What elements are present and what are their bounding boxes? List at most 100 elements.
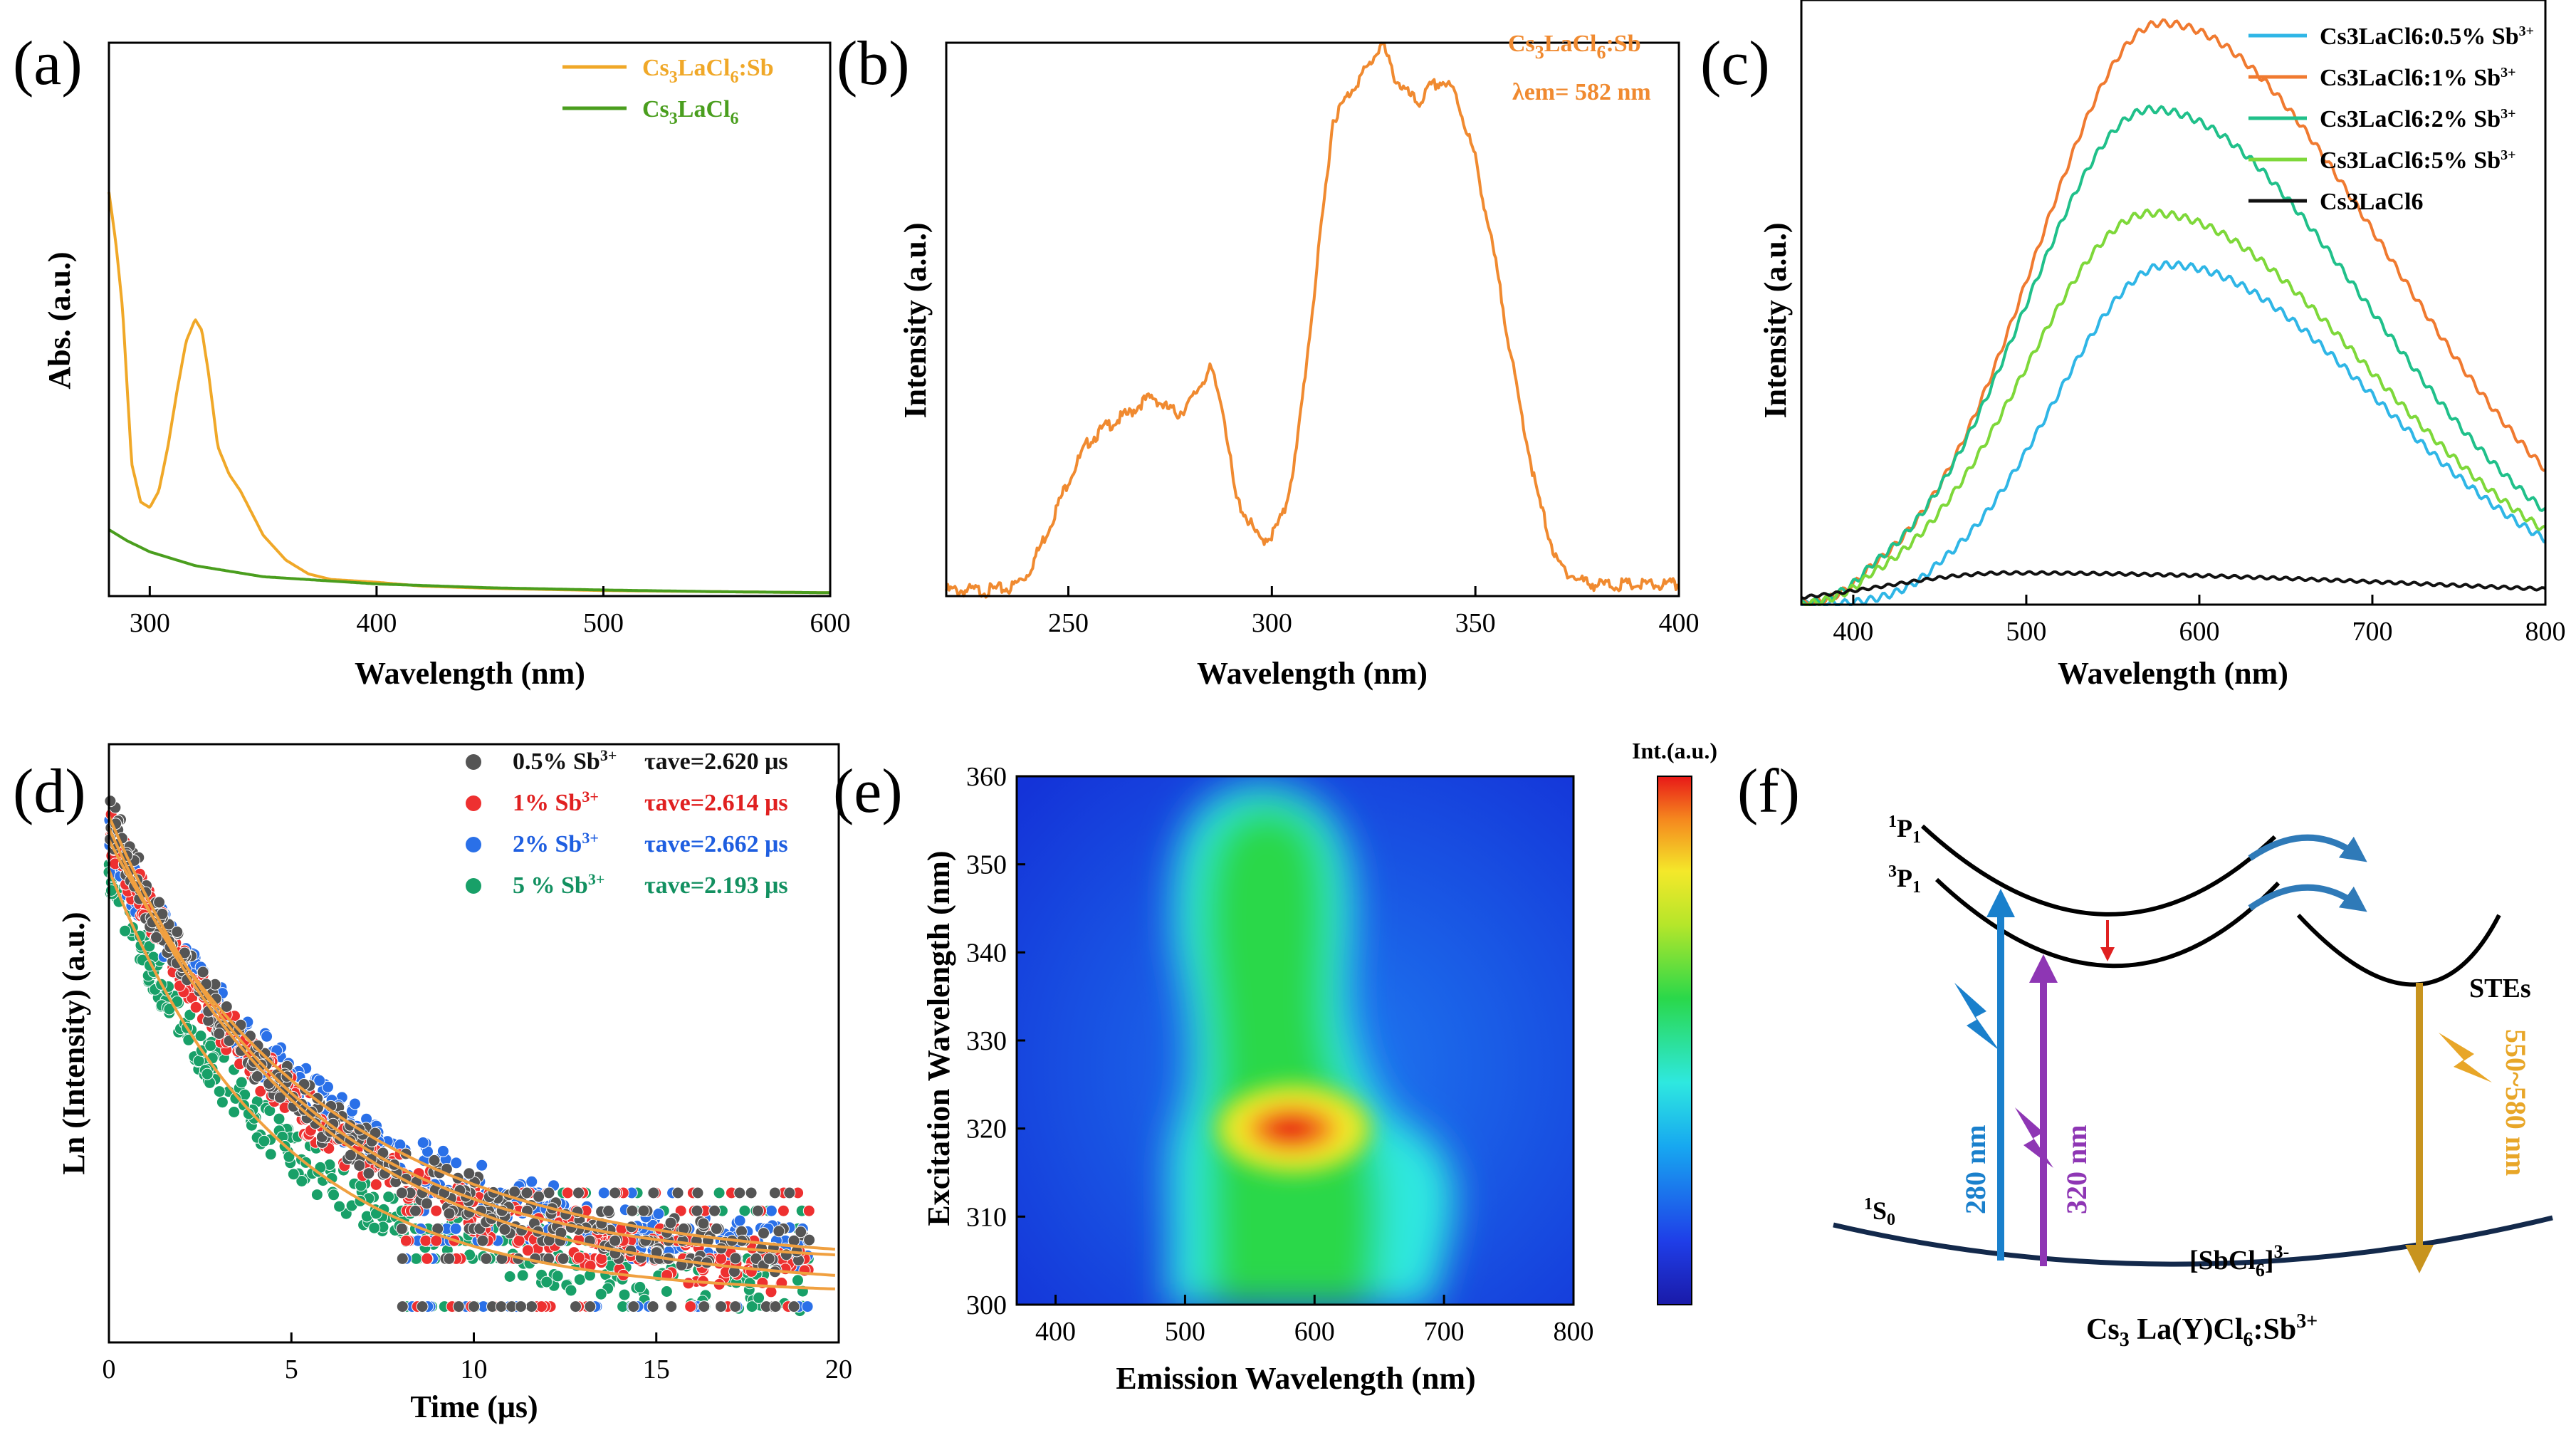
panel-b-ylabel: Intensity (a.u.) <box>898 222 933 418</box>
legend-label-c-0: Cs3LaCl6:0.5% Sb3+ <box>2320 24 2534 50</box>
panel-d-legend: 0.5% Sb3+ τave=2.620 μs 1% Sb3+ τave=2.614 … <box>466 746 788 899</box>
level-label-stes: STEs <box>2469 974 2531 1003</box>
series-line-a-0 <box>108 192 830 595</box>
ytick-label: 360 <box>966 762 1007 792</box>
xtick-label: 400 <box>356 608 397 638</box>
scatter-point <box>634 1280 646 1293</box>
panel-c-frame <box>1800 0 2547 606</box>
scatter-point <box>652 1208 665 1220</box>
complex-label: [SbCl6]3- <box>2189 1241 2289 1280</box>
xtick-label: 10 <box>461 1355 488 1384</box>
panel-c-ylabel: Intensity (a.u.) <box>1758 222 1793 418</box>
legend-label-sup: 3+ <box>2501 106 2515 122</box>
scatter-point <box>254 1085 267 1097</box>
scatter-point <box>525 1175 538 1188</box>
scatter-point <box>503 1270 516 1283</box>
scatter-point <box>197 966 209 979</box>
scatter-point <box>521 1244 534 1257</box>
fit-curve-d-1 <box>108 827 836 1277</box>
scatter-point <box>476 1234 489 1247</box>
ytick-label: 320 <box>966 1115 1007 1144</box>
scatter-point <box>368 1221 381 1234</box>
xtick-label: 300 <box>130 608 170 638</box>
scatter-point <box>395 1222 408 1235</box>
fit-curve-d-0 <box>108 815 836 1257</box>
scatter-point <box>322 1080 334 1093</box>
legend-sup: 3+ <box>600 746 617 764</box>
panel-d-plot <box>103 795 836 1317</box>
scatter-point <box>150 931 162 944</box>
scatter-point <box>396 1300 409 1313</box>
scatter-point <box>436 1144 449 1157</box>
scatter-point <box>768 1186 781 1199</box>
panel-b-xlabel: Wavelength (nm) <box>1197 656 1428 691</box>
scatter-point <box>783 1186 796 1199</box>
scatter-point <box>355 1179 367 1192</box>
ytick-label: 350 <box>966 850 1007 880</box>
scatter-point <box>370 1178 382 1191</box>
legend-marker-d-1 <box>466 795 481 811</box>
scatter-point <box>753 1291 765 1304</box>
panel-c-legend: Cs3LaCl6:0.5% Sb3+ Cs3LaCl6:1% Sb3+ Cs3LaC… <box>2248 24 2534 215</box>
heatmap-hotspot <box>1267 1116 1315 1142</box>
panel-c: (c) 400 500 600 700 800 Wavelength (nm) Inte… <box>1700 0 2566 691</box>
scatter-point <box>264 1148 277 1161</box>
scatter-point <box>671 1186 684 1199</box>
series-line-c-2 <box>1801 104 2547 606</box>
scatter-point <box>513 1234 525 1247</box>
panel-b-plot <box>945 41 1680 599</box>
legend-label-d-0: 0.5% Sb3+ <box>513 746 617 775</box>
series-line-c-3 <box>1800 208 2546 607</box>
panel-label-f: (f) <box>1737 757 1800 826</box>
scatter-point <box>595 1288 607 1300</box>
level-label-1s0: 1S0 <box>1864 1195 1895 1229</box>
scatter-point <box>468 1300 481 1313</box>
scatter-point <box>220 1001 233 1013</box>
scatter-point <box>261 1030 273 1043</box>
scatter-point <box>516 1269 529 1282</box>
panel-a: (a) 300 400 500 600 Wavelength (nm) Abs. (a… <box>13 29 851 691</box>
scatter-point <box>543 1186 555 1199</box>
xtick-label: 300 <box>1252 608 1292 638</box>
scatter-point <box>715 1300 728 1313</box>
scatter-point <box>795 1226 807 1238</box>
scatter-point <box>597 1186 610 1199</box>
scatter-point <box>194 1030 207 1043</box>
panel-b-frame <box>945 41 1680 598</box>
xtick-label: 500 <box>583 608 624 638</box>
xtick-label: 500 <box>2006 617 2046 647</box>
panel-f: (f) 1P1 3P1 1S0 STEs 280 nm 320 nm 550~5… <box>1737 757 2553 1351</box>
panel-d: (d) 0 5 10 15 20 Time (μs) Ln (Intensity) (a… <box>13 743 852 1424</box>
scatter-point <box>362 1167 375 1180</box>
panel-d-ylabel: Ln (Intensity) (a.u.) <box>56 912 91 1174</box>
scatter-point <box>533 1190 545 1203</box>
ytick-label: 340 <box>966 938 1007 968</box>
scatter-point <box>395 1186 408 1199</box>
panel-e-ylabel: Excitation Wavelength (nm) <box>921 850 956 1226</box>
scatter-point <box>609 1234 622 1247</box>
scatter-point <box>417 1137 429 1149</box>
ytick-label: 310 <box>966 1202 1007 1232</box>
scatter-point <box>698 1300 711 1313</box>
scatter-point <box>752 1204 764 1217</box>
xtick-label: 400 <box>1659 608 1700 638</box>
legend-label-sup: 3+ <box>2519 24 2534 39</box>
scatter-point <box>540 1275 553 1288</box>
scatter-point <box>758 1227 770 1240</box>
xtick-label: 0 <box>103 1355 116 1384</box>
legend-tau-d-0: τave=2.620 μs <box>644 748 788 775</box>
scatter-point <box>419 1234 432 1247</box>
legend-label-cs3lacl6: Cs3LaCl6 <box>642 96 738 128</box>
panel-a-xticks: 300 400 500 600 <box>130 586 851 638</box>
scatter-point <box>520 1186 533 1199</box>
formula-label: Cs3 La(Y)Cl6:Sb3+ <box>2086 1310 2318 1351</box>
level-label-1p1: 1P1 <box>1888 813 1921 847</box>
panel-label-a: (a) <box>13 29 83 98</box>
panel-b-annotation-emission: λem= 582 nm <box>1512 79 1651 105</box>
scatter-point <box>595 1252 608 1265</box>
scatter-point <box>602 1204 615 1217</box>
scatter-point <box>204 1039 217 1052</box>
panel-b-xticks: 250 300 350 400 <box>1048 586 1700 638</box>
scatter-point <box>573 1273 586 1286</box>
scatter-point <box>561 1186 574 1199</box>
